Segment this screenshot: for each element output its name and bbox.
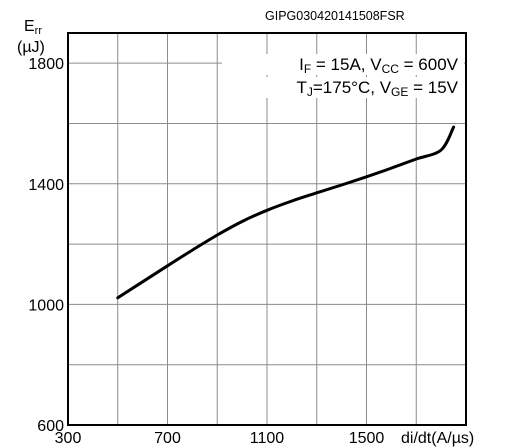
condition-part: =175°C, V — [313, 78, 392, 97]
y-tick-label: 1800 — [28, 56, 64, 73]
condition-part: = 15V — [408, 78, 458, 97]
y-tick-label: 600 — [37, 418, 64, 435]
condition-part: T — [296, 78, 306, 97]
condition-part: J — [307, 85, 313, 99]
x-tick-labels: 300 700 1100 1500 — [55, 430, 385, 447]
y-axis-label-main: E — [24, 18, 35, 35]
condition-part: CC — [382, 62, 400, 76]
plot-frame — [67, 32, 467, 426]
condition-part: F — [304, 62, 311, 76]
y-tick-label: 1000 — [28, 297, 64, 314]
y-axis-unit: (µJ) — [17, 39, 45, 56]
x-tick-label: 1100 — [250, 430, 285, 447]
condition-line: TJ=175°C, VGE = 15V — [296, 78, 458, 99]
condition-line: IF = 15A, VCC = 600V — [299, 55, 459, 76]
doc-code: GIPG030420141508FSR — [265, 9, 405, 23]
x-tick-label: 1500 — [349, 430, 385, 447]
y-axis-label-sub: rr — [35, 25, 43, 37]
condition-background — [222, 54, 464, 75]
condition-part: I — [299, 55, 304, 74]
y-axis-label: Err — [24, 18, 42, 37]
condition-part: GE — [391, 85, 408, 99]
y-tick-label: 1400 — [28, 177, 64, 194]
condition-background — [222, 77, 464, 98]
y-tick-labels: 600 1000 1400 1800 — [28, 56, 64, 435]
series-line — [116, 125, 456, 300]
condition-part: = 600V — [399, 55, 459, 74]
x-axis-label: di/dt(A/µs) — [401, 430, 474, 447]
x-tick-label: 700 — [154, 430, 181, 447]
condition-part: = 15A, V — [311, 55, 382, 74]
x-tick-label: 300 — [55, 430, 82, 447]
